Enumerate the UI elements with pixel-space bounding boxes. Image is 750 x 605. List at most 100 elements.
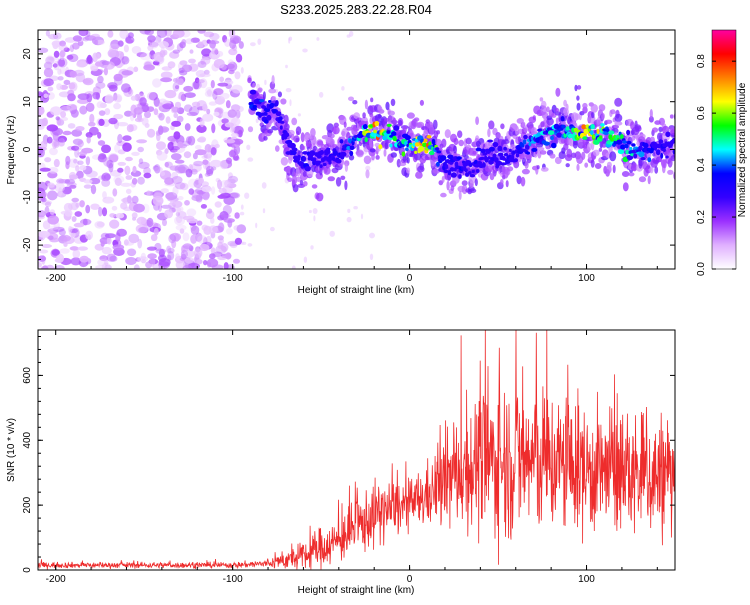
noise-blob <box>206 108 211 115</box>
spec-y-tick-label: 10 <box>22 96 33 108</box>
noise-blob <box>213 58 225 69</box>
signal-core <box>308 153 314 157</box>
signal-halo <box>572 140 578 149</box>
noise-blob <box>194 144 202 150</box>
signal-halo <box>475 116 479 125</box>
noise-blob <box>75 72 86 83</box>
signal-halo <box>413 117 420 122</box>
signal-halo <box>438 180 444 186</box>
noise-blob <box>214 201 222 208</box>
noise-blob <box>42 117 48 127</box>
noise-blob <box>201 48 212 57</box>
noise-blob <box>98 206 103 217</box>
noise-blob <box>159 50 166 58</box>
noise-blob <box>213 111 220 117</box>
signal-halo <box>453 137 459 146</box>
spectrogram-ylabel: Frequency (Hz) <box>6 116 17 185</box>
signal-halo <box>539 97 544 102</box>
signal-halo <box>621 171 630 177</box>
noise-blob <box>211 123 216 134</box>
noise-blob <box>53 158 60 168</box>
noise-blob <box>152 195 164 206</box>
noise-blob <box>66 54 74 60</box>
signal-halo <box>327 176 335 182</box>
noise-blob <box>38 47 49 53</box>
noise-blob <box>38 106 45 116</box>
signal-halo <box>581 151 586 160</box>
signal-halo <box>392 117 397 125</box>
noise-blob <box>208 225 218 234</box>
spec-y-tick-label: 20 <box>22 48 33 60</box>
signal-halo <box>370 97 374 103</box>
signal-core <box>497 145 503 152</box>
signal-halo <box>546 106 550 113</box>
noise-blob <box>179 228 185 234</box>
noise-blob <box>122 196 135 204</box>
noise-blob <box>209 40 217 49</box>
noise-blob <box>107 49 117 58</box>
noise-blob <box>49 209 56 216</box>
noise-blob <box>64 209 73 217</box>
spectrogram-frame <box>37 29 676 270</box>
signal-core <box>339 151 347 157</box>
signal-halo <box>500 179 504 186</box>
noise-blob <box>117 161 127 166</box>
noise-blob <box>58 91 71 98</box>
signal-halo <box>415 171 423 179</box>
signal-core <box>565 126 571 131</box>
signal-halo <box>436 130 440 135</box>
noise-blob <box>143 172 152 179</box>
noise-blob <box>71 197 79 203</box>
noise-blob <box>238 41 244 49</box>
noise-blob <box>210 247 216 253</box>
noise-blob <box>182 232 190 242</box>
signal-core <box>662 148 666 152</box>
noise-blob <box>94 53 101 60</box>
noise-blob <box>158 112 165 121</box>
noise-blob <box>129 112 135 122</box>
noise-blob <box>114 144 121 153</box>
noise-blob <box>225 100 231 109</box>
noise-blob <box>70 246 79 251</box>
noise-blob <box>68 225 73 233</box>
noise-blob <box>227 264 235 269</box>
signal-halo <box>252 82 256 88</box>
signal-halo <box>369 113 374 118</box>
noise-blob <box>108 117 118 125</box>
signal-halo <box>362 112 366 119</box>
noise-blob <box>109 213 116 218</box>
noise-blob <box>41 197 47 203</box>
signal-halo <box>590 159 595 168</box>
signal-halo <box>295 176 302 182</box>
noise-blob <box>329 230 336 237</box>
noise-blob <box>247 243 253 247</box>
noise-blob <box>158 125 164 135</box>
noise-blob <box>207 208 213 214</box>
spec-x-tick-label: 0 <box>407 273 413 284</box>
signal-core <box>620 134 624 140</box>
signal-halo <box>555 117 560 125</box>
noise-blob <box>59 40 66 47</box>
noise-blob <box>341 86 345 91</box>
noise-blob <box>174 101 182 109</box>
snr-ylabel: SNR (10 * v/v) <box>6 418 17 482</box>
noise-blob <box>44 201 52 208</box>
noise-blob <box>183 85 194 92</box>
signal-halo <box>271 75 275 85</box>
noise-blob <box>232 155 240 161</box>
noise-blob <box>124 110 133 117</box>
noise-blob <box>125 188 132 194</box>
noise-blob <box>137 238 143 249</box>
noise-blob <box>102 191 107 199</box>
signal-core <box>551 142 557 149</box>
noise-blob <box>152 78 162 88</box>
signal-core <box>599 135 603 139</box>
signal-halo <box>297 183 306 188</box>
signal-halo <box>287 177 293 182</box>
signal-halo <box>311 184 318 189</box>
noise-blob <box>119 30 129 39</box>
signal-halo <box>353 112 361 119</box>
signal-core <box>488 146 495 152</box>
noise-blob <box>158 258 171 267</box>
noise-blob <box>85 30 91 37</box>
